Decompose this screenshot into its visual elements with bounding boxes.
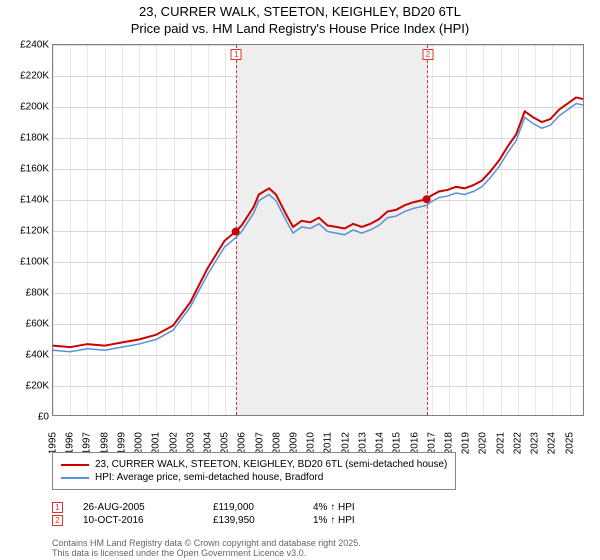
sales-row: 2 10-OCT-2016 £139,950 1% ↑ HPI bbox=[52, 515, 413, 526]
sales-row: 1 26-AUG-2005 £119,000 4% ↑ HPI bbox=[52, 502, 413, 513]
y-tick-label: £0 bbox=[5, 412, 49, 423]
x-tick-label: 2019 bbox=[461, 432, 472, 458]
y-tick-label: £20K bbox=[5, 381, 49, 392]
sale-hpi: 1% ↑ HPI bbox=[313, 515, 413, 526]
sales-table: 1 26-AUG-2005 £119,000 4% ↑ HPI 2 10-OCT… bbox=[52, 500, 413, 528]
sale-date: 10-OCT-2016 bbox=[83, 515, 213, 526]
x-tick-label: 2022 bbox=[512, 432, 523, 458]
y-tick-label: £160K bbox=[5, 164, 49, 175]
title-line-2: Price paid vs. HM Land Registry's House … bbox=[0, 21, 600, 38]
attribution-line: This data is licensed under the Open Gov… bbox=[52, 548, 361, 558]
title-line-1: 23, CURRER WALK, STEETON, KEIGHLEY, BD20… bbox=[0, 4, 600, 21]
sale-date: 26-AUG-2005 bbox=[83, 502, 213, 513]
sale-marker-flag: 1 bbox=[231, 49, 242, 60]
y-tick-label: £40K bbox=[5, 350, 49, 361]
chart-area: £0£20K£40K£60K£80K£100K£120K£140K£160K£1… bbox=[52, 44, 584, 416]
legend-item: HPI: Average price, semi-detached house,… bbox=[61, 472, 447, 483]
y-tick-label: £140K bbox=[5, 195, 49, 206]
y-tick-label: £240K bbox=[5, 40, 49, 51]
sale-marker-box: 1 bbox=[52, 502, 63, 513]
sale-marker-flag: 2 bbox=[422, 49, 433, 60]
y-tick-label: £60K bbox=[5, 319, 49, 330]
legend-label: 23, CURRER WALK, STEETON, KEIGHLEY, BD20… bbox=[95, 459, 447, 470]
x-tick-label: 2021 bbox=[495, 432, 506, 458]
attribution-line: Contains HM Land Registry data © Crown c… bbox=[52, 538, 361, 548]
sale-price: £139,950 bbox=[213, 515, 313, 526]
chart-title: 23, CURRER WALK, STEETON, KEIGHLEY, BD20… bbox=[0, 0, 600, 40]
legend-label: HPI: Average price, semi-detached house,… bbox=[95, 472, 323, 483]
y-tick-label: £120K bbox=[5, 226, 49, 237]
x-tick-label: 2024 bbox=[547, 432, 558, 458]
plot-area: £0£20K£40K£60K£80K£100K£120K£140K£160K£1… bbox=[52, 44, 584, 416]
y-tick-label: £200K bbox=[5, 102, 49, 113]
series-svg bbox=[53, 45, 583, 415]
legend-swatch bbox=[61, 464, 89, 466]
series-line bbox=[53, 104, 583, 352]
sale-marker-dot bbox=[423, 195, 431, 203]
y-tick-label: £180K bbox=[5, 133, 49, 144]
legend: 23, CURRER WALK, STEETON, KEIGHLEY, BD20… bbox=[52, 452, 456, 490]
legend-item: 23, CURRER WALK, STEETON, KEIGHLEY, BD20… bbox=[61, 459, 447, 470]
y-tick-label: £220K bbox=[5, 71, 49, 82]
x-tick-label: 2020 bbox=[478, 432, 489, 458]
y-tick-label: £80K bbox=[5, 288, 49, 299]
legend-swatch bbox=[61, 477, 89, 479]
series-line bbox=[53, 97, 583, 347]
x-tick-label: 2023 bbox=[530, 432, 541, 458]
y-tick-label: £100K bbox=[5, 257, 49, 268]
x-tick-label: 2025 bbox=[564, 432, 575, 458]
sale-price: £119,000 bbox=[213, 502, 313, 513]
sale-marker-dot bbox=[232, 228, 240, 236]
attribution: Contains HM Land Registry data © Crown c… bbox=[52, 538, 361, 559]
sale-marker-box: 2 bbox=[52, 515, 63, 526]
sale-hpi: 4% ↑ HPI bbox=[313, 502, 413, 513]
